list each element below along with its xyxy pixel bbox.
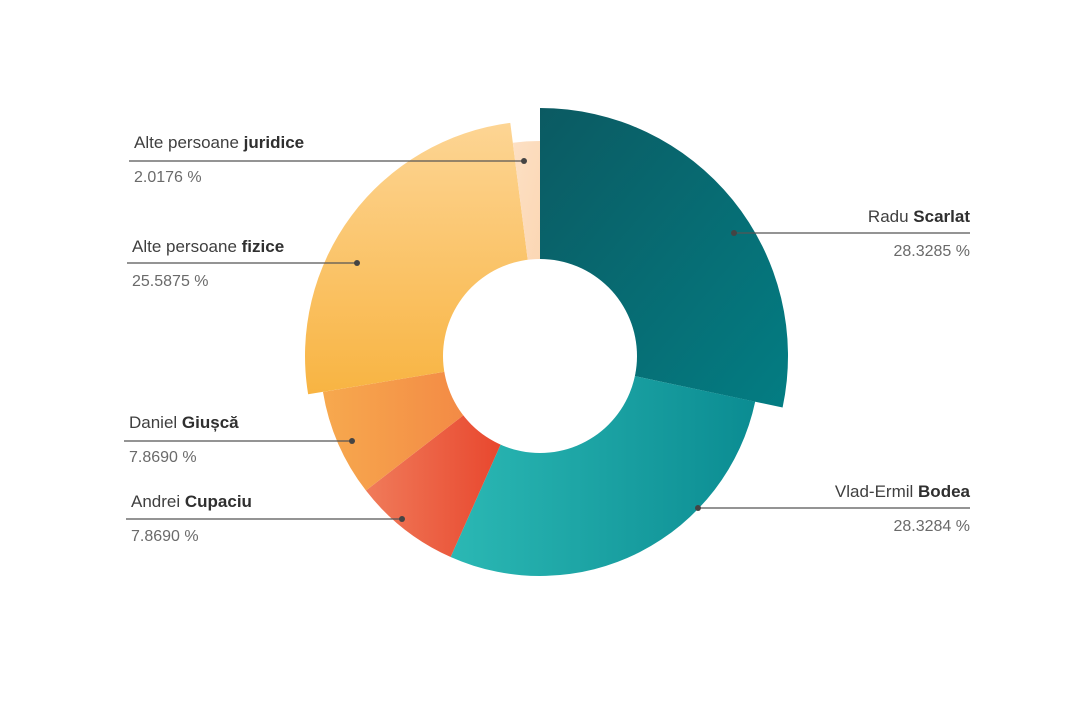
slice-andrei-cupaciu xyxy=(365,414,502,558)
slices-layer xyxy=(305,108,788,576)
slice-name-label: Daniel Giușcă xyxy=(129,413,239,432)
slice-percent-label: 25.5875 % xyxy=(132,273,209,290)
slice-label: Alte persoane fizice 25.5875 % xyxy=(127,237,360,290)
slice-label: Andrei Cupaciu 7.8690 % xyxy=(126,492,405,545)
slice-name-label: Vlad-Ermil Bodea xyxy=(835,482,971,501)
slice-label: Alte persoane juridice 2.0176 % xyxy=(129,133,527,186)
leader-dot xyxy=(354,260,360,266)
slice-label: Vlad-Ermil Bodea 28.3284 % xyxy=(695,482,971,535)
slice-daniel-giu-c- xyxy=(322,371,465,491)
slice-label: Daniel Giușcă 7.8690 % xyxy=(124,413,355,466)
labels-layer: Radu Scarlat 28.3285 % Vlad-Ermil Bodea 28.… xyxy=(124,133,971,545)
slice-name-label: Alte persoane fizice xyxy=(132,237,284,256)
slice-alte-persoane-fizice xyxy=(305,122,528,395)
leader-dot xyxy=(731,230,737,236)
slice-percent-label: 28.3284 % xyxy=(893,518,970,535)
slice-alte-persoane-juridice xyxy=(512,141,540,262)
slice-percent-label: 28.3285 % xyxy=(893,243,970,260)
slice-name-label: Alte persoane juridice xyxy=(134,133,304,152)
slice-name-label: Andrei Cupaciu xyxy=(131,492,252,511)
slice-percent-label: 7.8690 % xyxy=(129,449,197,466)
leader-dot xyxy=(695,505,701,511)
donut-hole xyxy=(443,259,637,453)
slice-label: Radu Scarlat 28.3285 % xyxy=(731,207,970,260)
slice-vlad-ermil-bodea xyxy=(450,375,756,576)
leader-dot xyxy=(399,516,405,522)
leader-dot xyxy=(349,438,355,444)
slice-name-label: Radu Scarlat xyxy=(868,207,970,226)
slice-percent-label: 2.0176 % xyxy=(134,169,202,186)
slice-percent-label: 7.8690 % xyxy=(131,528,199,545)
leader-dot xyxy=(521,158,527,164)
slice-radu-scarlat xyxy=(540,108,788,408)
